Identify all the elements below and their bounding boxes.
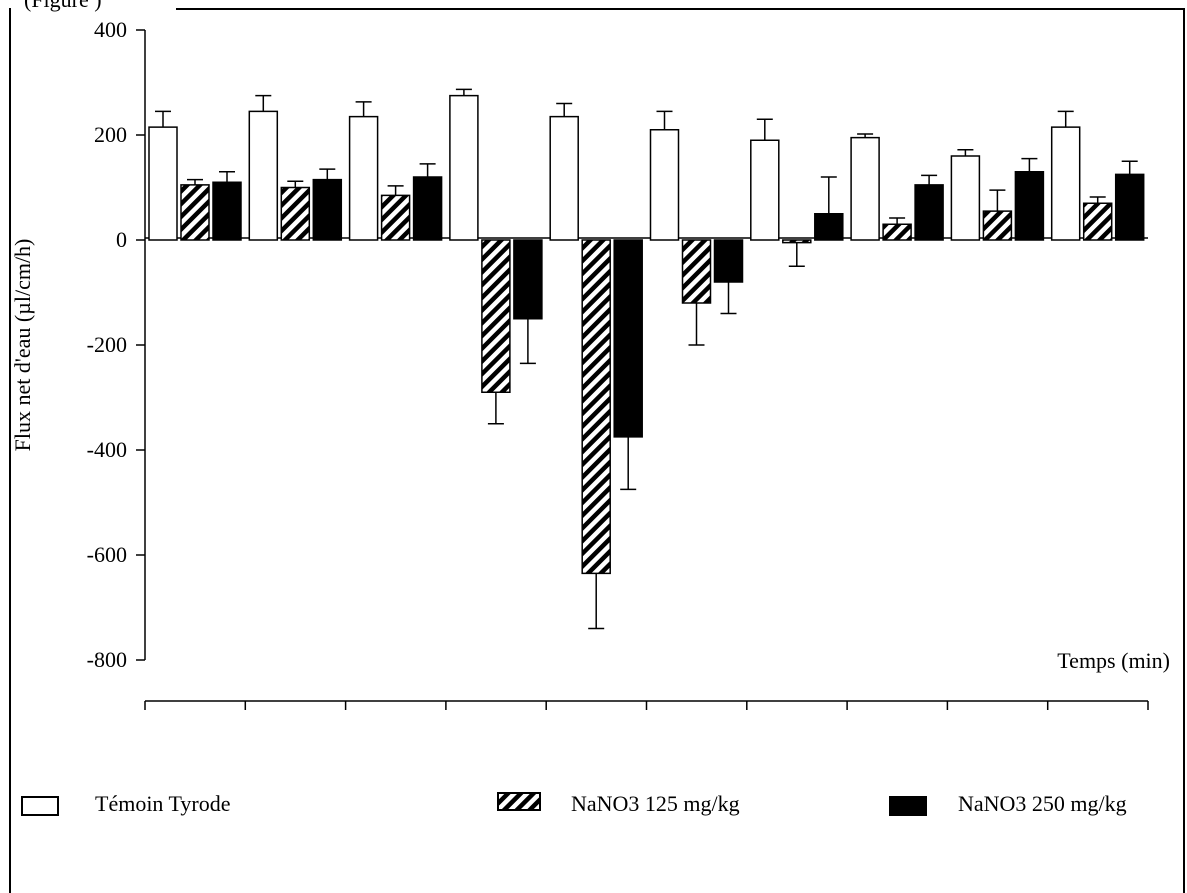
legend-label-temoin: Témoin Tyrode bbox=[95, 791, 231, 816]
legend-swatch-empty bbox=[21, 796, 59, 816]
bar-empty bbox=[1050, 126, 1081, 241]
header-fragment: (Figure ) bbox=[24, 0, 102, 12]
legend-swatch-solid bbox=[889, 796, 927, 816]
bar-hatched bbox=[581, 239, 611, 575]
legend-item-nano3-250: NaNO3 250 mg/kg bbox=[889, 791, 1127, 816]
bar-empty bbox=[649, 129, 680, 241]
bar-empty bbox=[850, 136, 880, 241]
bar-solid bbox=[613, 239, 643, 438]
bar-hatched bbox=[782, 239, 812, 244]
legend-swatch-hatched bbox=[497, 792, 541, 811]
bar-solid bbox=[212, 181, 242, 241]
bar-solid bbox=[1014, 171, 1045, 241]
bar-hatched bbox=[882, 223, 912, 241]
bar-solid bbox=[312, 178, 343, 241]
legend-label-nano3-250: NaNO3 250 mg/kg bbox=[958, 791, 1127, 816]
bar-hatched bbox=[982, 210, 1013, 241]
x-axis-label: Temps (min) bbox=[1057, 648, 1170, 673]
bar-hatched bbox=[180, 184, 210, 241]
legend-label-nano3-125: NaNO3 125 mg/kg bbox=[571, 791, 740, 816]
bar-hatched bbox=[681, 239, 712, 304]
legend-item-temoin: Témoin Tyrode bbox=[21, 791, 231, 816]
bar-empty bbox=[148, 126, 178, 241]
bar-solid bbox=[1114, 173, 1145, 241]
bar-solid bbox=[914, 184, 944, 241]
bar-empty bbox=[549, 115, 579, 241]
y-tick-label: -600 bbox=[87, 542, 127, 567]
bar-hatched bbox=[481, 239, 511, 393]
bar-hatched bbox=[280, 186, 311, 241]
bar-empty bbox=[750, 139, 780, 241]
bar-empty bbox=[348, 115, 379, 241]
bar-solid bbox=[814, 213, 844, 241]
y-tick-label: -400 bbox=[87, 437, 127, 462]
y-tick-label: 200 bbox=[94, 122, 127, 147]
bars bbox=[148, 88, 1145, 630]
bar-empty bbox=[248, 110, 279, 241]
y-tick-label: -800 bbox=[87, 647, 127, 672]
bar-solid bbox=[412, 176, 443, 241]
bar-hatched bbox=[380, 194, 411, 241]
y-tick-label: 0 bbox=[116, 227, 127, 252]
legend-item-nano3-125: NaNO3 125 mg/kg bbox=[497, 791, 740, 816]
y-ticks: 400 200 0 -200 -400 -600 -800 bbox=[87, 17, 145, 672]
bar-empty bbox=[950, 155, 981, 241]
bar-empty bbox=[449, 94, 479, 241]
x-ticks bbox=[144, 701, 1149, 710]
y-tick-label: 400 bbox=[94, 17, 127, 42]
bar-solid bbox=[513, 239, 543, 320]
legend: Témoin Tyrode NaNO3 125 mg/kg NaNO3 250 … bbox=[21, 791, 1127, 816]
y-tick-label: -200 bbox=[87, 332, 127, 357]
bar-solid bbox=[713, 239, 744, 283]
y-axis-label: Flux net d'eau (µl/cm/h) bbox=[10, 239, 35, 452]
bar-hatched bbox=[1082, 202, 1113, 241]
